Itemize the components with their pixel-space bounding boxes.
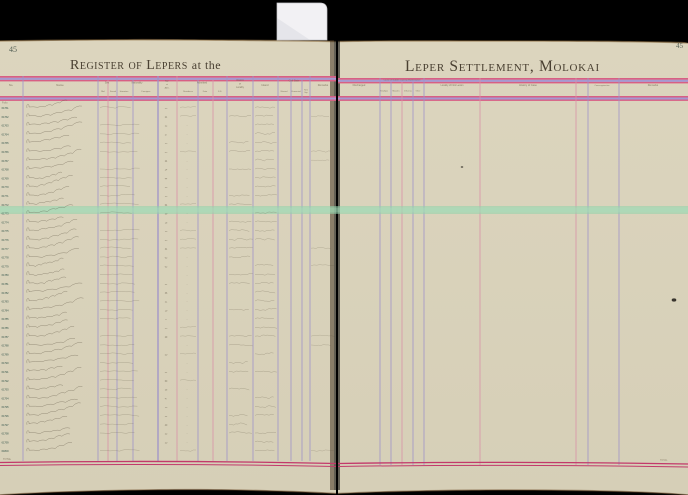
svg-text:61770: 61770 <box>2 185 9 189</box>
svg-text:61795: 61795 <box>2 405 9 409</box>
svg-text:61766: 61766 <box>2 150 9 154</box>
svg-text:61785: 61785 <box>2 317 9 321</box>
svg-text:Folio: Folio <box>2 101 8 105</box>
svg-text:TOTAL: TOTAL <box>3 457 12 461</box>
svg-text:61773: 61773 <box>2 212 9 216</box>
svg-text:61776: 61776 <box>2 238 9 242</box>
svg-text:45: 45 <box>9 45 17 54</box>
svg-text:61772: 61772 <box>2 203 9 207</box>
svg-text:Consanguination: Consanguination <box>594 84 609 87</box>
svg-text:Hawaiian: Hawaiian <box>120 91 129 93</box>
svg-text:45: 45 <box>676 42 684 50</box>
svg-text:Residence: Residence <box>183 91 194 93</box>
svg-text:Married: Married <box>281 91 288 93</box>
svg-text:No.: No. <box>9 83 14 87</box>
svg-text:Smallpox: Smallpox <box>380 91 388 93</box>
svg-text:61780: 61780 <box>2 273 9 277</box>
svg-text:61792: 61792 <box>2 379 9 383</box>
svg-text:Remarks: Remarks <box>318 83 329 87</box>
svg-text:61783: 61783 <box>2 300 9 304</box>
svg-text:61790: 61790 <box>2 361 9 365</box>
svg-text:61796: 61796 <box>2 414 9 418</box>
svg-text:61793: 61793 <box>2 388 9 392</box>
svg-text:61784: 61784 <box>2 308 9 312</box>
svg-text:61782: 61782 <box>2 291 9 295</box>
svg-text:61774: 61774 <box>2 220 9 224</box>
svg-text:Femal: Femal <box>110 91 117 93</box>
svg-text:61781: 61781 <box>2 282 9 286</box>
svg-text:61763: 61763 <box>2 124 9 128</box>
svg-text:61786: 61786 <box>2 326 9 330</box>
svg-text:Name: Name <box>56 83 64 87</box>
svg-text:61800: 61800 <box>2 449 9 453</box>
svg-text:Other: Other <box>416 90 421 93</box>
svg-text:61788: 61788 <box>2 344 9 348</box>
svg-text:61797: 61797 <box>2 423 9 427</box>
svg-text:61761: 61761 <box>2 106 9 110</box>
svg-text:Foreigner: Foreigner <box>142 90 151 93</box>
svg-text:61779: 61779 <box>2 264 9 268</box>
svg-text:S.S.: S.S. <box>218 91 222 93</box>
svg-text:Island: Island <box>262 83 269 87</box>
svg-text:61787: 61787 <box>2 335 9 339</box>
svg-text:61777: 61777 <box>2 247 9 251</box>
svg-text:Unmarried: Unmarried <box>291 91 300 93</box>
svg-text:61764: 61764 <box>2 132 9 136</box>
svg-text:61762: 61762 <box>2 115 9 119</box>
svg-text:or: or <box>239 83 241 86</box>
svg-text:Admitted: Admitted <box>197 81 208 85</box>
svg-text:61775: 61775 <box>2 229 9 233</box>
svg-text:Measles: Measles <box>392 91 399 93</box>
svg-text:Locality of First Lesion: Locality of First Lesion <box>441 84 465 87</box>
svg-text:TOTAL: TOTAL <box>660 459 668 462</box>
svg-text:61798: 61798 <box>2 432 9 436</box>
svg-text:Remarks: Remarks <box>648 83 659 87</box>
svg-text:Discharged: Discharged <box>353 84 366 87</box>
svg-text:Nationality: Nationality <box>132 82 144 85</box>
svg-text:61767: 61767 <box>2 159 9 163</box>
svg-text:61771: 61771 <box>2 194 9 198</box>
svg-text:61789: 61789 <box>2 352 9 356</box>
svg-text:Cause of Sudden Leprosy Manife: Cause of Sudden Leprosy Manifestation <box>384 79 422 82</box>
svg-text:61768: 61768 <box>2 168 9 172</box>
svg-text:Influenza: Influenza <box>404 91 413 93</box>
svg-text:District: District <box>236 79 243 82</box>
svg-text:61794: 61794 <box>2 396 9 400</box>
svg-text:61765: 61765 <box>2 141 9 145</box>
svg-text:Sep: Sep <box>304 92 307 94</box>
svg-text:61769: 61769 <box>2 176 9 180</box>
svg-text:Mal: Mal <box>101 91 105 93</box>
svg-text:Civil State: Civil State <box>289 80 300 83</box>
svg-text:History of Case: History of Case <box>519 83 537 87</box>
svg-text:Sex: Sex <box>105 81 110 85</box>
svg-text:61799: 61799 <box>2 440 9 444</box>
svg-text:Locality: Locality <box>236 86 245 89</box>
svg-text:Adm.: Adm. <box>165 87 170 90</box>
svg-text:61791: 61791 <box>2 370 9 374</box>
svg-text:61778: 61778 <box>2 256 9 260</box>
